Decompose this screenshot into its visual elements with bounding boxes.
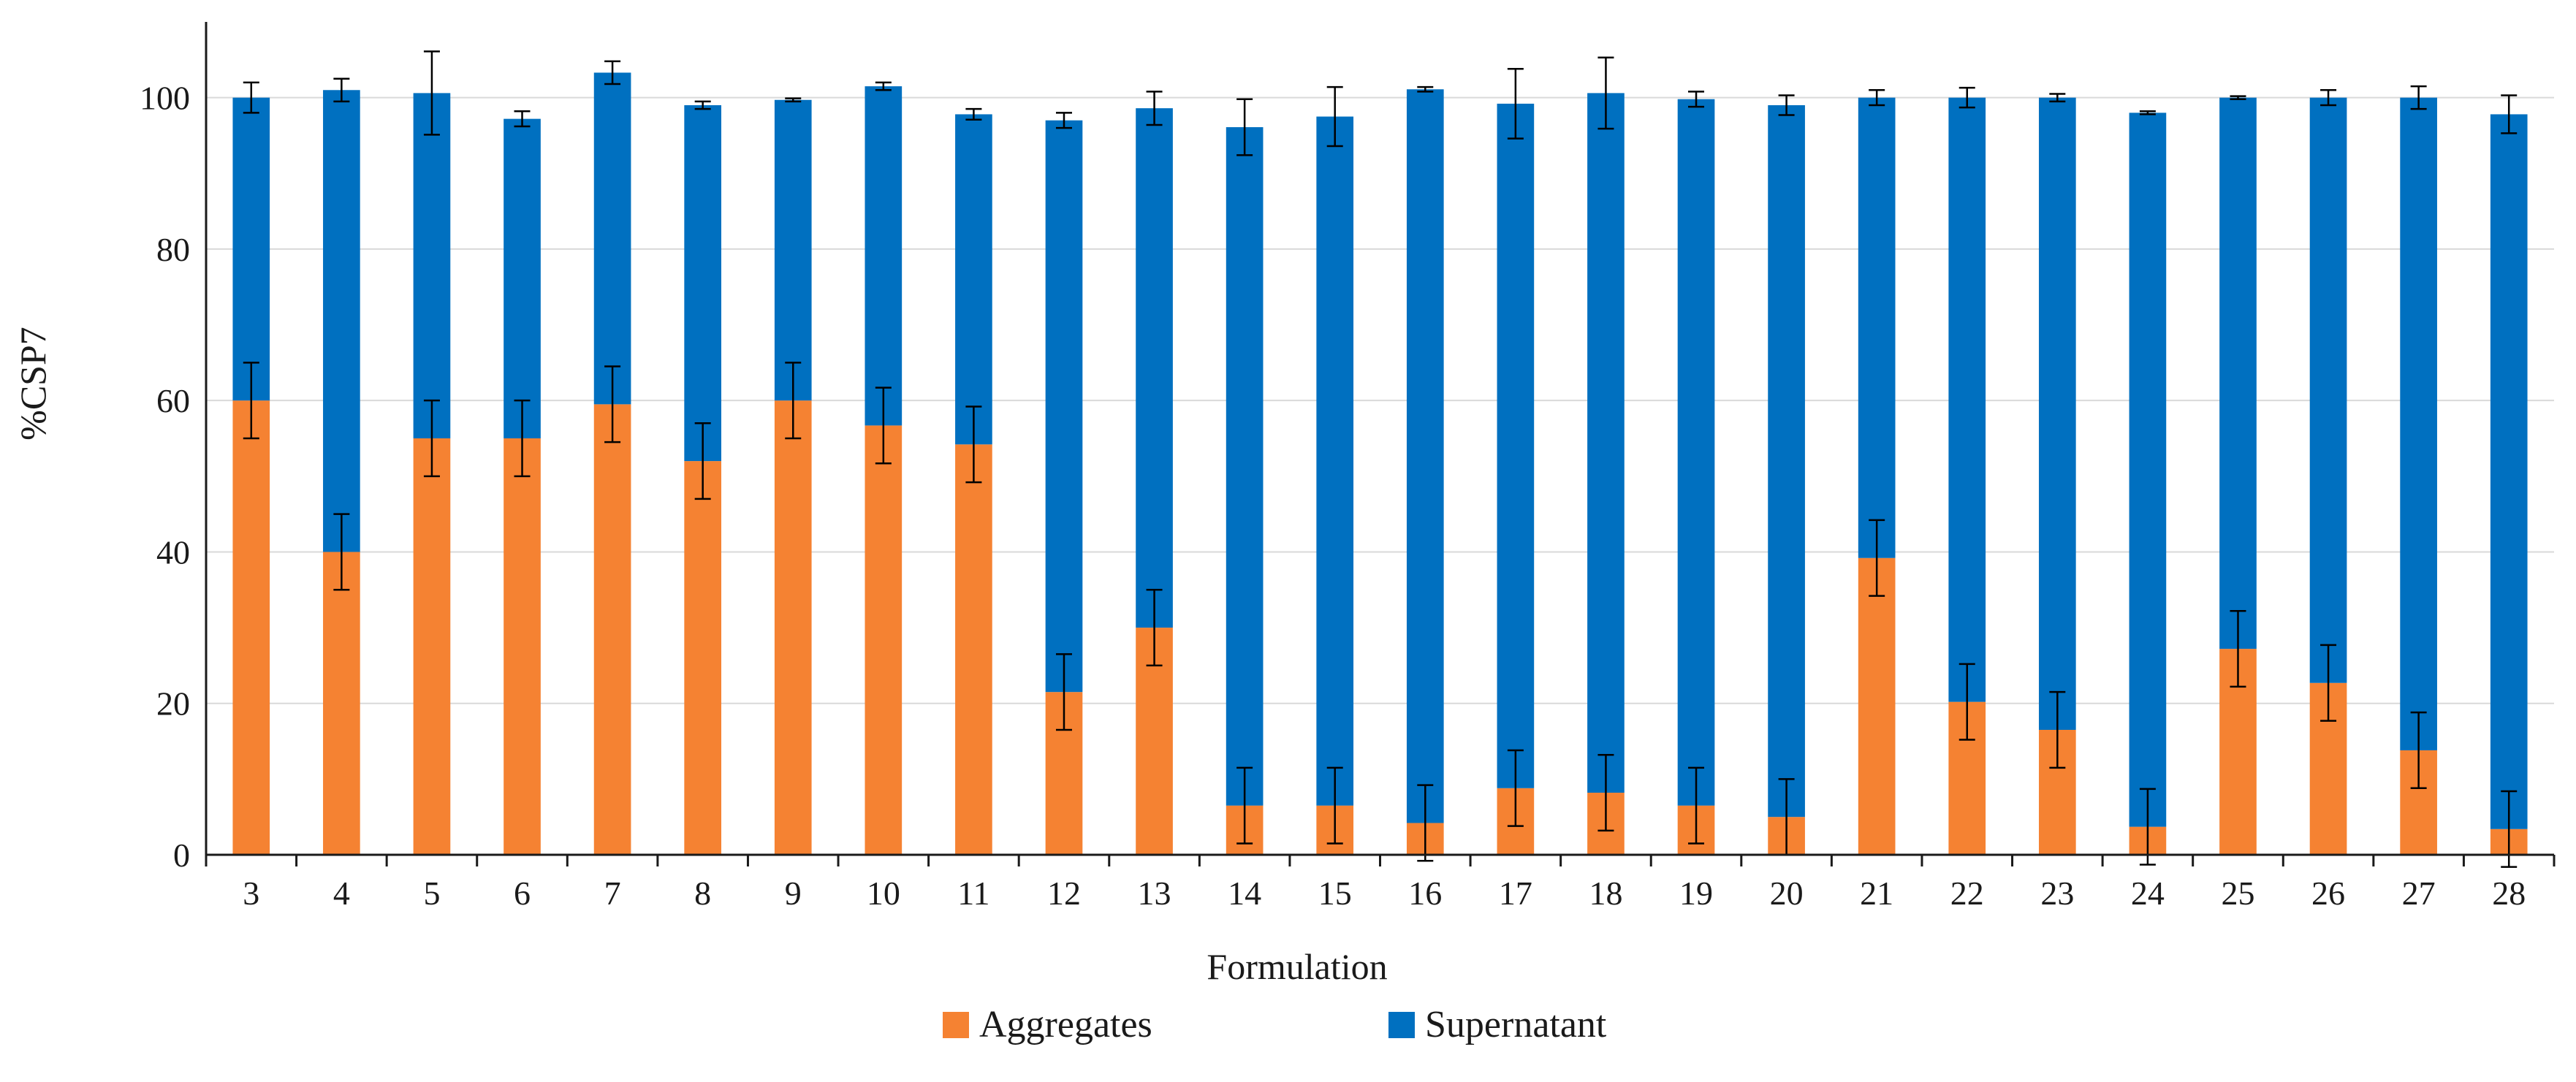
bar-supernatant-3 (232, 97, 270, 401)
x-tick-label: 12 (1047, 875, 1081, 912)
legend-label-aggregates: Aggregates (979, 1004, 1152, 1045)
legend-swatch-aggregates (943, 1012, 969, 1038)
bar-aggregates-8 (684, 461, 722, 855)
x-tick-label: 27 (2402, 875, 2436, 912)
legend-label-supernatant: Supernatant (1425, 1004, 1607, 1045)
bar-supernatant-6 (504, 118, 541, 438)
bar-supernatant-22 (1948, 97, 1986, 702)
bar-supernatant-17 (1497, 103, 1535, 788)
x-tick-label: 23 (2040, 875, 2074, 912)
bar-aggregates-7 (593, 404, 631, 855)
bar-supernatant-4 (323, 90, 360, 552)
x-tick-label: 22 (1950, 875, 1984, 912)
x-tick-label: 10 (867, 875, 900, 912)
bar-supernatant-9 (774, 99, 812, 401)
x-tick-label: 19 (1679, 875, 1713, 912)
y-tick-label: 0 (173, 837, 190, 874)
bar-supernatant-20 (1768, 105, 1805, 818)
bar-supernatant-5 (413, 93, 451, 438)
x-tick-label: 20 (1770, 875, 1804, 912)
bar-aggregates-9 (774, 400, 812, 855)
x-tick-label: 24 (2131, 875, 2165, 912)
legend: Aggregates Supernatant (943, 1004, 1607, 1045)
bar-supernatant-24 (2129, 113, 2167, 827)
x-tick-label: 7 (604, 875, 621, 912)
x-tick-label: 6 (514, 875, 531, 912)
x-tick-label: 11 (957, 875, 989, 912)
bar-supernatant-13 (1136, 108, 1173, 628)
x-tick-label: 17 (1499, 875, 1532, 912)
bar-supernatant-21 (1858, 97, 1896, 558)
bar-supernatant-11 (955, 114, 992, 445)
bar-supernatant-28 (2490, 114, 2528, 829)
y-tick-label: 20 (156, 685, 190, 723)
x-tick-label: 28 (2492, 875, 2526, 912)
x-tick-label: 4 (333, 875, 350, 912)
x-tick-label: 9 (785, 875, 802, 912)
bar-supernatant-7 (593, 72, 631, 405)
x-axis-title: Formulation (1207, 946, 1387, 987)
x-tick-label: 13 (1138, 875, 1171, 912)
bar-supernatant-8 (684, 105, 722, 462)
x-tick-label: 3 (243, 875, 259, 912)
bar-supernatant-27 (2400, 97, 2437, 750)
x-tick-label: 25 (2221, 875, 2254, 912)
x-tick-label: 26 (2311, 875, 2345, 912)
bar-supernatant-16 (1406, 89, 1444, 823)
x-tick-label: 8 (694, 875, 711, 912)
x-tick-label: 14 (1228, 875, 1261, 912)
bar-supernatant-23 (2038, 97, 2076, 731)
bar-aggregates-6 (504, 438, 541, 855)
error-bars (243, 50, 2518, 868)
x-tick-label: 18 (1589, 875, 1622, 912)
x-tick-label: 21 (1860, 875, 1893, 912)
y-tick-label: 100 (140, 80, 190, 117)
bar-supernatant-26 (2309, 97, 2347, 683)
bar-supernatant-12 (1045, 120, 1083, 693)
axes (205, 22, 2556, 866)
bar-supernatant-18 (1587, 93, 1625, 793)
y-tick-label: 40 (156, 533, 190, 571)
bar-supernatant-10 (865, 86, 903, 426)
bar-aggregates-5 (413, 438, 451, 855)
y-tick-label: 60 (156, 382, 190, 419)
bar-aggregates-3 (232, 400, 270, 855)
bar-aggregates-10 (865, 425, 903, 855)
gridlines (206, 96, 2554, 704)
tick-labels: 0 20 40 60 80 100 3 4 5 6 7 8 9 10 11 12 13 14 15 16 17 18 19 2… (140, 80, 2526, 912)
x-tick-label: 15 (1318, 875, 1352, 912)
bar-supernatant-14 (1226, 127, 1264, 806)
bars (232, 72, 2528, 855)
bar-aggregates-21 (1858, 557, 1896, 855)
bar-aggregates-11 (955, 444, 992, 855)
x-tick-label: 5 (423, 875, 440, 912)
x-tick-label: 16 (1408, 875, 1442, 912)
bar-aggregates-4 (323, 552, 360, 855)
bar-supernatant-19 (1677, 99, 1715, 806)
bar-supernatant-25 (2219, 97, 2257, 649)
y-axis-title: %CSP7 (12, 327, 53, 441)
y-tick-label: 80 (156, 231, 190, 268)
legend-swatch-supernatant (1388, 1012, 1415, 1038)
bar-supernatant-15 (1316, 116, 1354, 806)
